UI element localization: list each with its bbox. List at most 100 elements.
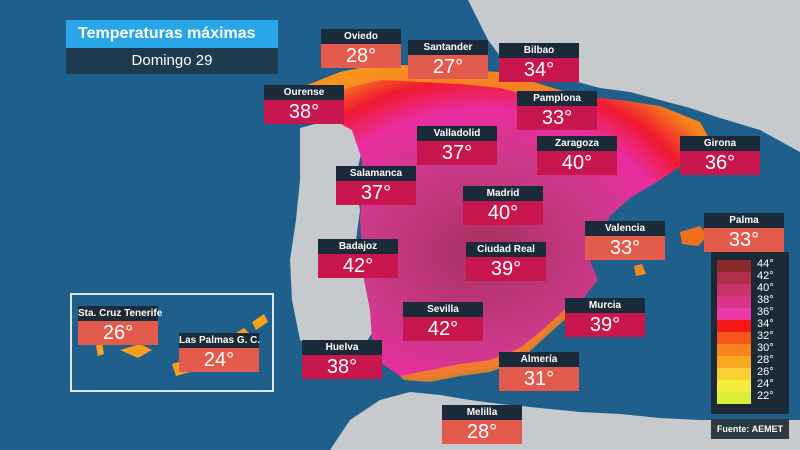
legend-label: 44° <box>757 258 774 270</box>
south-coast-band <box>400 298 584 382</box>
lanzarote <box>252 314 268 330</box>
legend-label: 30° <box>757 342 774 354</box>
city-name: Valladolid <box>417 126 497 141</box>
city-temp: 42° <box>403 317 483 341</box>
city-temp: 40° <box>537 151 617 175</box>
city-name: Almería <box>499 352 579 367</box>
legend-swatch <box>717 296 751 308</box>
city-label: Sta. Cruz Tenerife 26° <box>78 306 163 345</box>
city-name: Ourense <box>264 85 344 100</box>
legend-swatch <box>717 308 751 320</box>
legend-label: 38° <box>757 294 774 306</box>
city-name: Melilla <box>442 405 522 420</box>
city-temp: 33° <box>517 106 597 130</box>
legend-label: 32° <box>757 330 774 342</box>
legend-swatch <box>717 260 751 272</box>
city-name: Madrid <box>463 186 543 201</box>
city-label: Santander 27° <box>408 40 488 79</box>
legend-swatch <box>717 272 751 284</box>
city-label: Zaragoza 40° <box>537 136 617 175</box>
city-name: Salamanca <box>336 166 416 181</box>
tenerife <box>120 344 152 358</box>
la-palma <box>96 342 104 356</box>
legend-swatch <box>717 320 751 332</box>
city-temp: 38° <box>302 355 382 379</box>
city-label: Badajoz 42° <box>318 239 398 278</box>
legend-swatch <box>717 392 751 404</box>
city-temp: 34° <box>499 58 579 82</box>
france-land <box>468 0 800 152</box>
city-name: Oviedo <box>321 29 401 44</box>
legend-label: 36° <box>757 306 774 318</box>
city-label: Huelva 38° <box>302 340 382 379</box>
city-name: Pamplona <box>517 91 597 106</box>
city-label: Almería 31° <box>499 352 579 391</box>
city-label: Palma 33° <box>704 213 784 252</box>
ibiza <box>634 264 646 276</box>
city-temp: 26° <box>78 321 158 345</box>
legend-label: 28° <box>757 354 774 366</box>
map-subtitle: Domingo 29 <box>66 48 278 74</box>
city-label: Valencia 33° <box>585 221 665 260</box>
title-box: Temperaturas máximas Domingo 29 <box>66 20 278 74</box>
city-label: Ourense 38° <box>264 85 344 124</box>
city-name: Las Palmas G. C. <box>179 333 261 348</box>
city-label: Melilla 28° <box>442 405 522 444</box>
city-temp: 36° <box>680 151 760 175</box>
temperature-legend: 44° 42° 40° 38° 36° 34° 32° 30° 28° 26° … <box>711 252 789 414</box>
city-label: Las Palmas G. C. 24° <box>179 333 261 372</box>
legend-swatch <box>717 284 751 296</box>
city-temp: 42° <box>318 254 398 278</box>
city-label: Salamanca 37° <box>336 166 416 205</box>
city-name: Murcia <box>565 298 645 313</box>
city-temp: 38° <box>264 100 344 124</box>
legend-label: 34° <box>757 318 774 330</box>
legend-swatch <box>717 380 751 392</box>
city-temp: 39° <box>565 313 645 337</box>
city-name: Badajoz <box>318 239 398 254</box>
city-temp: 33° <box>585 236 665 260</box>
city-temp: 40° <box>463 201 543 225</box>
legend-label: 24° <box>757 378 774 390</box>
city-name: Bilbao <box>499 43 579 58</box>
city-name: Huelva <box>302 340 382 355</box>
city-label: Ciudad Real 39° <box>466 242 546 281</box>
city-name: Sevilla <box>403 302 483 317</box>
source-credit: Fuente: AEMET <box>711 419 789 439</box>
city-temp: 37° <box>336 181 416 205</box>
city-label: Sevilla 42° <box>403 302 483 341</box>
legend-swatch <box>717 368 751 380</box>
city-label: Madrid 40° <box>463 186 543 225</box>
city-name: Santander <box>408 40 488 55</box>
legend-label: 40° <box>757 282 774 294</box>
city-name: Sta. Cruz Tenerife <box>78 306 163 321</box>
city-temp: 39° <box>466 257 546 281</box>
city-name: Palma <box>704 213 784 228</box>
legend-label: 42° <box>757 270 774 282</box>
legend-label: 26° <box>757 366 774 378</box>
city-temp: 27° <box>408 55 488 79</box>
legend-label: 22° <box>757 390 774 402</box>
canarias-inset-frame <box>70 293 274 392</box>
legend-swatch <box>717 332 751 344</box>
city-label: Pamplona 33° <box>517 91 597 130</box>
city-temp: 24° <box>179 348 259 372</box>
city-label: Girona 36° <box>680 136 760 175</box>
city-label: Bilbao 34° <box>499 43 579 82</box>
legend-swatch <box>717 356 751 368</box>
city-temp: 28° <box>321 44 401 68</box>
city-label: Murcia 39° <box>565 298 645 337</box>
city-name: Girona <box>680 136 760 151</box>
city-label: Valladolid 37° <box>417 126 497 165</box>
map-title: Temperaturas máximas <box>66 20 278 48</box>
city-name: Valencia <box>585 221 665 236</box>
city-temp: 31° <box>499 367 579 391</box>
city-temp: 37° <box>417 141 497 165</box>
city-temp: 33° <box>704 228 784 252</box>
city-label: Oviedo 28° <box>321 29 401 68</box>
legend-swatch <box>717 344 751 356</box>
city-name: Zaragoza <box>537 136 617 151</box>
mallorca <box>680 226 708 246</box>
city-name: Ciudad Real <box>466 242 546 257</box>
city-temp: 28° <box>442 420 522 444</box>
